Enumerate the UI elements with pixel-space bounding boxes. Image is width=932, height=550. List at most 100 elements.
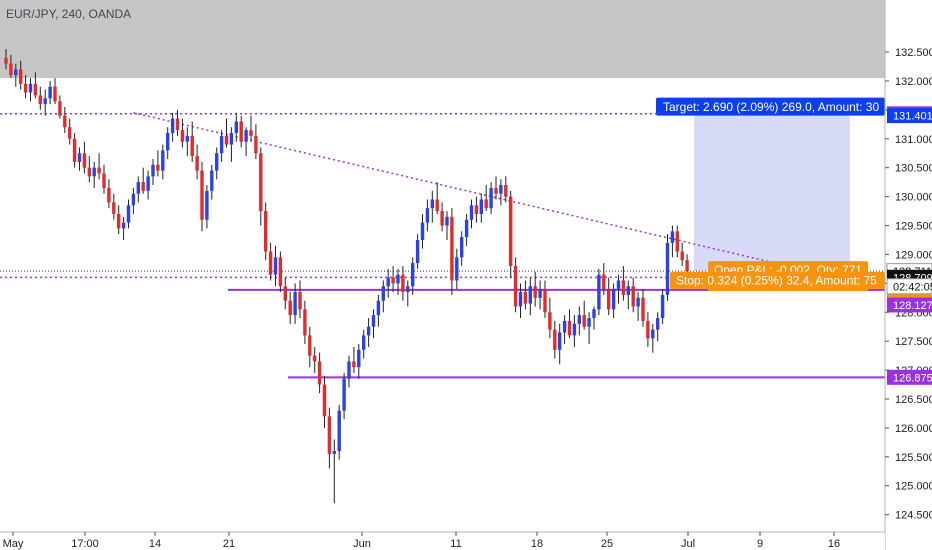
- candle-body: [244, 130, 248, 142]
- price-tag-label: 131.401: [893, 111, 932, 123]
- candle-body: [513, 266, 518, 307]
- candle-body: [381, 286, 385, 301]
- candle-body: [9, 63, 13, 76]
- candle-body: [298, 292, 302, 310]
- level-price-tag: [887, 369, 932, 385]
- candle-body: [72, 138, 77, 162]
- y-tick-label: 129.000: [895, 249, 932, 261]
- candle-body: [288, 300, 292, 316]
- target-label-box: [656, 97, 885, 116]
- candle-body: [219, 135, 224, 154]
- y-tick-label: 126.500: [895, 394, 932, 406]
- candle-body: [215, 153, 219, 171]
- candle-body: [180, 130, 185, 142]
- candle-body: [621, 280, 626, 295]
- candle-body: [175, 118, 180, 131]
- candle-body: [455, 257, 459, 281]
- candle-body: [332, 451, 336, 454]
- candle-body: [342, 378, 346, 411]
- candle-body: [420, 222, 425, 240]
- candle-body: [136, 182, 140, 194]
- candle-body: [23, 83, 28, 93]
- candle-body: [592, 309, 596, 319]
- target-label: Target: 2.690 (2.09%) 269.0, Amount: 30: [663, 100, 879, 114]
- candle-body: [4, 57, 8, 64]
- candle-body: [273, 257, 278, 275]
- candle-body: [646, 320, 650, 339]
- candle-body: [308, 335, 312, 356]
- price-tag-label: 128.127: [893, 300, 932, 312]
- candle-body: [317, 361, 322, 385]
- candle-body: [670, 231, 675, 243]
- candle-body: [210, 170, 214, 191]
- chart-symbol-title: EUR/JPY, 240, OANDA: [6, 7, 132, 21]
- candle-body: [112, 202, 116, 214]
- x-tick-label: Jul: [681, 538, 695, 550]
- y-tick-label: 132.000: [895, 76, 932, 88]
- candle-body: [234, 121, 238, 133]
- x-tick-label: 14: [149, 538, 161, 550]
- candle-body: [313, 355, 317, 362]
- candle-body: [577, 315, 581, 324]
- candle-body: [523, 292, 528, 304]
- y-tick-label: 131.000: [895, 134, 932, 146]
- candle-body: [626, 286, 630, 295]
- candle-body: [489, 187, 493, 209]
- candle-body: [58, 101, 62, 116]
- candle-body: [371, 315, 376, 327]
- time-axis[interactable]: May 17:00 14 21 Jun 11 18 25 Jul 9 16: [0, 531, 885, 550]
- candle-body: [19, 69, 23, 84]
- x-tick-label: 9: [757, 538, 763, 550]
- candle-body: [190, 135, 194, 157]
- candle-body: [362, 335, 366, 350]
- candle-body: [48, 86, 52, 99]
- candle-body: [322, 384, 327, 417]
- price-axis[interactable]: 124.500125.000125.500126.000126.500127.0…: [884, 0, 932, 550]
- candle-body: [38, 95, 42, 105]
- x-tick-label: 18: [531, 538, 543, 550]
- candle-body: [166, 133, 170, 151]
- stop-label: Stop: 0.324 (0.25%) 32.4, Amount: 75: [676, 273, 877, 287]
- candle-body: [68, 127, 72, 139]
- x-tick-label: Jun: [353, 538, 371, 550]
- candle-body: [562, 320, 567, 333]
- y-tick-label: 127.500: [895, 336, 932, 348]
- candle-body: [170, 118, 175, 133]
- candle-body: [278, 257, 283, 287]
- candle-body: [205, 190, 209, 220]
- candle-body: [464, 219, 469, 238]
- candle-body: [391, 277, 395, 284]
- candle-body: [499, 185, 503, 194]
- candle-body: [92, 167, 96, 177]
- candle-body: [675, 231, 679, 252]
- candle-body: [533, 286, 537, 298]
- candle-body: [415, 239, 420, 264]
- y-tick-label: 124.500: [895, 510, 932, 522]
- candle-body: [656, 318, 660, 330]
- candle-body: [121, 222, 126, 229]
- position-tool[interactable]: Target: 2.690 (2.09%) 269.0, Amount: 30O…: [656, 97, 885, 292]
- candle-body: [518, 292, 523, 307]
- y-tick-label: 130.500: [895, 163, 932, 175]
- time-axis-bg: [0, 532, 885, 550]
- level-price-label: 126.875: [893, 372, 932, 384]
- candle-body: [386, 277, 390, 287]
- candle-body: [229, 133, 234, 145]
- candle-body: [357, 349, 361, 368]
- price-tag-level: [887, 297, 932, 313]
- price-tag-target: [887, 108, 932, 124]
- candle-body: [102, 173, 106, 188]
- y-tick-label: 129.500: [895, 221, 932, 233]
- candle-body: [611, 289, 616, 310]
- x-tick-label: 11: [450, 538, 461, 550]
- candle-body: [435, 199, 439, 212]
- candle-body: [28, 83, 33, 93]
- candle-body: [450, 216, 454, 281]
- candle-body: [548, 312, 552, 330]
- candle-body: [33, 83, 38, 96]
- candle-body: [660, 294, 665, 319]
- candle-body: [680, 251, 684, 261]
- trendline[interactable]: [133, 112, 791, 268]
- candle-body: [131, 193, 136, 206]
